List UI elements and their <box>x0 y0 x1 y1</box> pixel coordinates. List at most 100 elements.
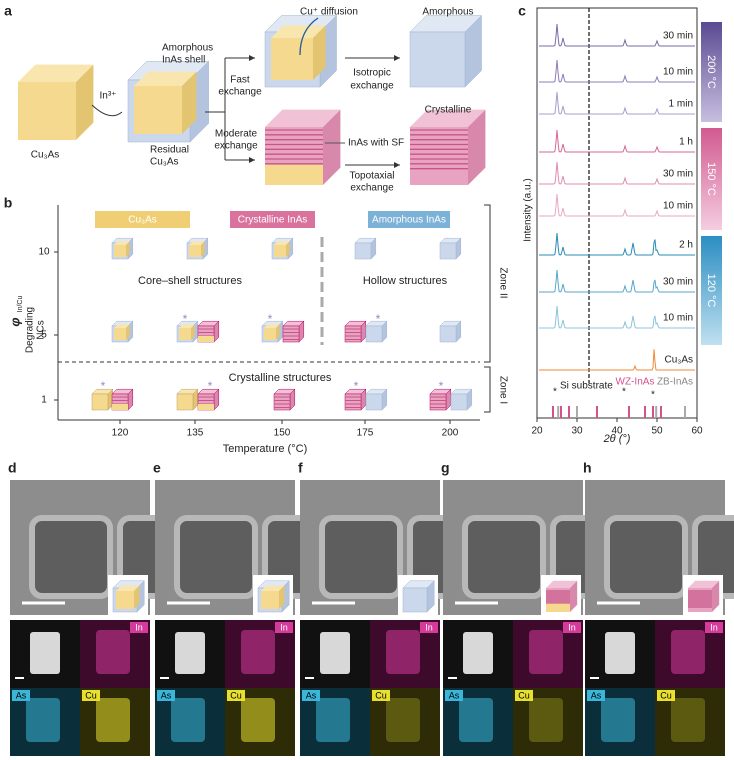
trace-label: 30 min <box>663 169 693 180</box>
map-tag <box>157 690 175 701</box>
cube-top <box>18 64 94 82</box>
map-tag <box>515 690 533 701</box>
xrd-trace <box>539 91 695 115</box>
cube-front <box>274 245 286 257</box>
cube-top <box>271 25 326 38</box>
star: * <box>553 387 557 398</box>
map-tag <box>372 690 390 701</box>
star: * <box>101 379 106 393</box>
arrow <box>91 104 123 117</box>
diffusion <box>299 17 319 56</box>
particle <box>604 515 688 599</box>
temp-bar <box>701 128 722 230</box>
cube-side <box>286 241 290 257</box>
star: * <box>268 312 273 326</box>
cube-top <box>546 580 578 588</box>
panel-label: g <box>441 460 450 476</box>
xrd-trace <box>539 232 695 256</box>
label: Zone II <box>497 267 508 298</box>
axis-title: 2θ (°) <box>603 433 631 445</box>
eds-signal <box>386 698 420 742</box>
label: Core–shell structures <box>138 275 242 287</box>
map-label: In <box>568 622 576 632</box>
map-tag <box>657 690 675 701</box>
cube-front <box>365 393 383 411</box>
core <box>112 404 128 410</box>
legend-label: Cu₃As <box>128 215 157 226</box>
label: Crystalline <box>425 105 472 116</box>
trace-label: 10 min <box>663 67 693 78</box>
cube-front <box>179 328 191 340</box>
trace-label: 30 min <box>663 31 693 42</box>
label: Topotaxial <box>349 171 394 182</box>
cube-side <box>126 324 130 340</box>
axis-title: Temperature (°C) <box>223 443 307 455</box>
cube-top <box>274 241 290 245</box>
bracket <box>484 204 491 363</box>
map-tag <box>12 690 30 701</box>
cube-front <box>429 393 447 411</box>
map-label: Cu <box>660 690 672 700</box>
label: Fast <box>230 75 250 86</box>
eds-signal <box>96 698 130 742</box>
legend-label: Amorphous InAs <box>372 215 446 226</box>
map-label: In <box>710 622 718 632</box>
map-tag <box>302 690 320 701</box>
label: NCs <box>36 320 47 339</box>
legend-box <box>230 211 315 228</box>
legend-box <box>368 211 450 228</box>
map-label: In <box>135 622 143 632</box>
map-tag <box>130 622 148 633</box>
cube-front <box>688 588 712 612</box>
x-tick-label: 20 <box>531 426 543 437</box>
particle <box>30 632 60 674</box>
star: * <box>208 379 213 393</box>
cube-front <box>410 127 468 185</box>
particle <box>463 632 493 674</box>
x-tick-label: 60 <box>691 426 703 437</box>
cube-side <box>276 324 280 340</box>
map-label: Cu <box>375 690 387 700</box>
trace-label: 10 min <box>663 201 693 212</box>
label: Crystalline structures <box>229 372 332 384</box>
eds-signal <box>386 630 420 674</box>
panel-label: e <box>153 460 161 476</box>
cube-front <box>271 38 313 80</box>
x-tick-label: 200 <box>442 428 459 439</box>
cube-front <box>354 242 372 260</box>
label: Residual <box>150 145 189 156</box>
cube-top <box>116 585 140 591</box>
xrd-trace <box>539 193 695 217</box>
eds-signal <box>671 630 705 674</box>
legend-box <box>95 211 190 228</box>
cube-front <box>114 328 126 340</box>
cube-top <box>179 324 195 328</box>
eds-signal <box>96 630 130 674</box>
particle <box>462 515 546 599</box>
eds-signal <box>241 630 275 674</box>
star: * <box>354 379 359 393</box>
arrow-head <box>249 157 255 163</box>
xrd-trace <box>539 23 695 47</box>
cube-side <box>323 109 341 185</box>
cube-front <box>450 393 468 411</box>
trace-label: 1 h <box>679 137 693 148</box>
panel-label: b <box>4 195 13 211</box>
cube-front <box>273 393 291 411</box>
map-label: As <box>306 690 317 700</box>
eds-signal <box>171 698 205 742</box>
temp-bar <box>701 22 722 122</box>
label: Degrading <box>25 307 36 353</box>
x-tick-label: 135 <box>187 428 204 439</box>
label: exchange <box>350 81 394 92</box>
core <box>198 404 214 410</box>
temp-label: 200 °C <box>705 55 717 89</box>
xrd-trace <box>539 161 695 185</box>
cube-top <box>114 241 130 245</box>
map-label: As <box>161 690 172 700</box>
trace-label: 10 min <box>663 313 693 324</box>
eds-signal <box>529 630 563 674</box>
eds-signal <box>459 698 493 742</box>
map-tag <box>563 622 581 633</box>
